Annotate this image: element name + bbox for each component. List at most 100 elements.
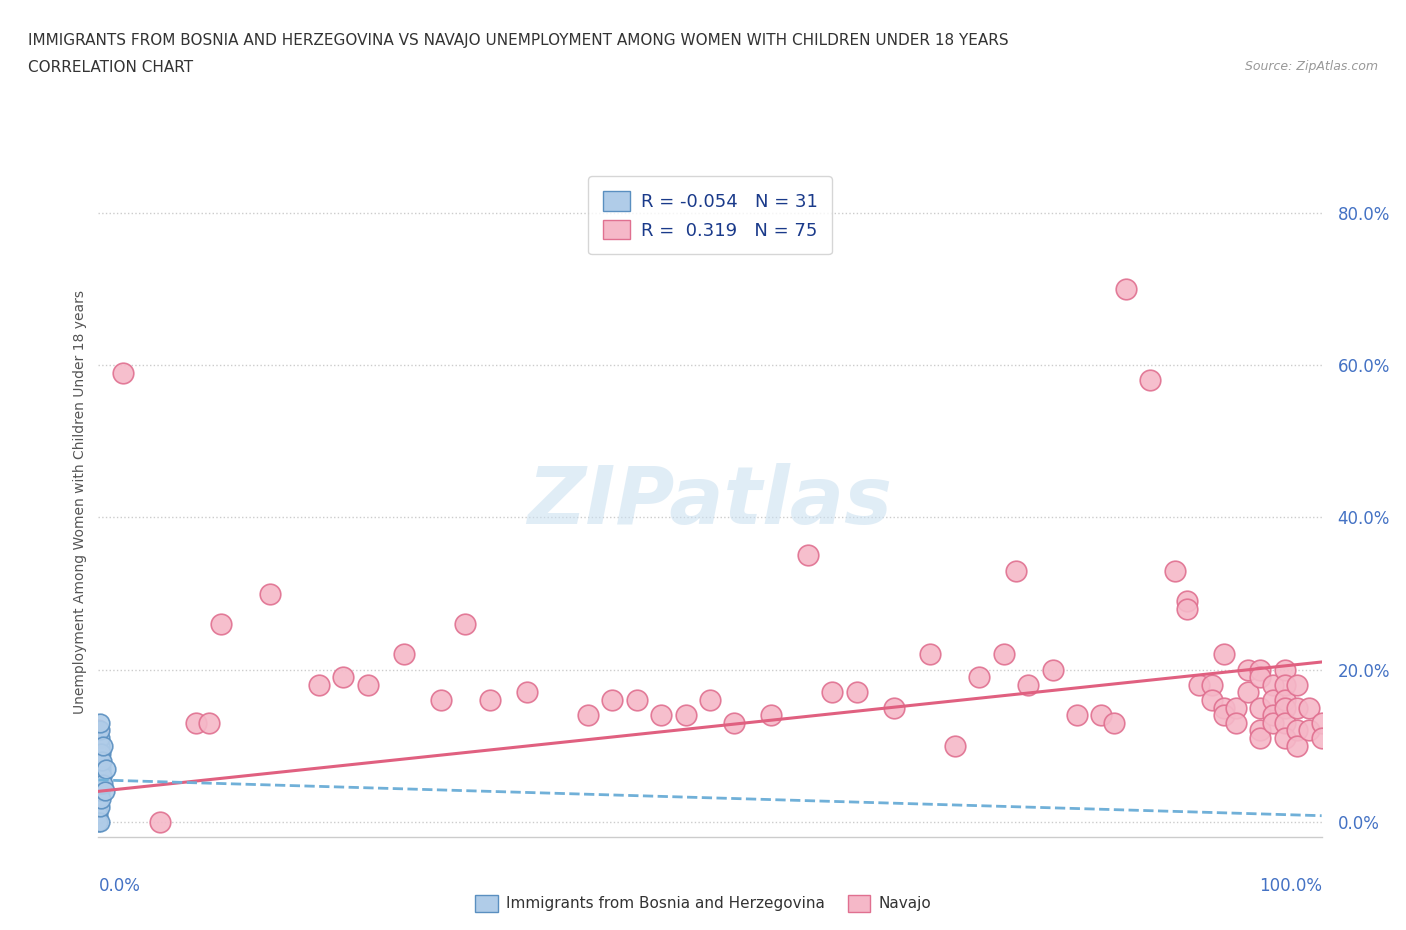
Text: ZIPatlas: ZIPatlas [527,463,893,541]
Point [1286,738,1309,753]
Point [209,617,232,631]
Point [576,708,599,723]
Text: 0.0%: 0.0% [98,877,141,896]
Point [1274,731,1296,746]
Point [1225,715,1247,730]
Point [332,670,354,684]
Point [515,685,537,700]
Point [87,723,110,737]
Point [87,799,110,814]
Point [90,777,112,791]
Point [89,761,111,776]
Point [149,815,172,830]
Point [87,746,110,761]
Point [650,708,672,723]
Point [1004,564,1026,578]
Text: 100.0%: 100.0% [1258,877,1322,896]
Point [1286,677,1309,692]
Point [1249,723,1271,737]
Point [186,715,208,730]
Point [111,365,134,380]
Point [967,670,990,684]
Point [89,799,111,814]
Point [91,753,114,768]
Point [993,647,1015,662]
Point [920,647,942,662]
Point [699,693,721,708]
Point [91,777,114,791]
Point [87,784,110,799]
Point [90,746,112,761]
Point [1237,685,1260,700]
Point [1249,662,1271,677]
Point [1310,715,1333,730]
Point [600,693,623,708]
Point [93,784,115,799]
Point [259,586,281,601]
Point [308,677,330,692]
Y-axis label: Unemployment Among Women with Children Under 18 years: Unemployment Among Women with Children U… [73,290,87,714]
Point [94,761,117,776]
Point [89,784,111,799]
Point [89,753,111,768]
Point [89,738,111,753]
Point [626,693,648,708]
Point [1274,662,1296,677]
Point [89,715,111,730]
Point [1261,708,1284,723]
Point [87,806,110,821]
Point [1188,677,1211,692]
Point [1212,700,1234,715]
Point [1066,708,1088,723]
Point [1201,693,1223,708]
Point [1212,708,1234,723]
Point [1261,693,1284,708]
Point [1225,700,1247,715]
Point [197,715,219,730]
Point [91,738,114,753]
Point [90,761,112,776]
Point [87,769,110,784]
Point [1249,700,1271,715]
Point [87,761,110,776]
Point [1274,677,1296,692]
Point [356,677,378,692]
Text: Source: ZipAtlas.com: Source: ZipAtlas.com [1244,60,1378,73]
Point [392,647,416,662]
Point [1249,731,1271,746]
Point [89,723,111,737]
Point [1298,700,1320,715]
Point [1298,723,1320,737]
Point [89,815,111,830]
Point [1274,700,1296,715]
Point [87,791,110,806]
Text: IMMIGRANTS FROM BOSNIA AND HERZEGOVINA VS NAVAJO UNEMPLOYMENT AMONG WOMEN WITH C: IMMIGRANTS FROM BOSNIA AND HERZEGOVINA V… [28,33,1008,47]
Point [89,746,111,761]
Point [1212,647,1234,662]
Point [943,738,966,753]
Point [1042,662,1064,677]
Point [1310,731,1333,746]
Point [723,715,745,730]
Point [87,753,110,768]
Point [1261,677,1284,692]
Legend: R = -0.054   N = 31, R =  0.319   N = 75: R = -0.054 N = 31, R = 0.319 N = 75 [588,177,832,254]
Point [761,708,783,723]
Point [1115,282,1137,297]
Point [91,769,114,784]
Point [1261,715,1284,730]
Point [1017,677,1039,692]
Point [1164,564,1187,578]
Point [1286,700,1309,715]
Point [1090,708,1112,723]
Point [1237,662,1260,677]
Legend: Immigrants from Bosnia and Herzegovina, Navajo: Immigrants from Bosnia and Herzegovina, … [470,889,936,918]
Point [1175,602,1198,617]
Point [1139,373,1161,388]
Point [883,700,905,715]
Point [845,685,868,700]
Point [675,708,697,723]
Point [1201,677,1223,692]
Point [478,693,501,708]
Point [454,617,477,631]
